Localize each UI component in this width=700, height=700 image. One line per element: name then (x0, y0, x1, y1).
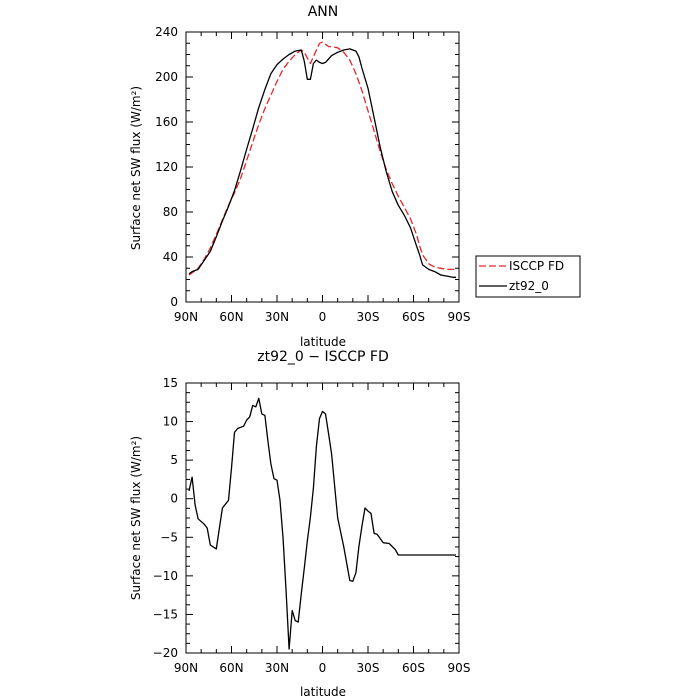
top-y-tick-label: 160 (155, 115, 178, 129)
bottom-chart-title: zt92_0 − ISCCP FD (257, 349, 388, 365)
bottom-panel: zt92_0 − ISCCP FD 90N 60N 30N 0 30S 60S 90S −20… (129, 349, 470, 699)
top-x-tick-label: 0 (319, 310, 327, 324)
top-series-line-zt92-0 (188, 48, 456, 278)
top-chart-title: ANN (308, 4, 339, 20)
legend-label-isccp-fd: ISCCP FD (509, 259, 564, 273)
bottom-y-tick-label: −10 (153, 569, 178, 583)
top-x-tick-label: 60N (219, 310, 243, 324)
bottom-x-tick-label: 60N (219, 661, 243, 675)
legend: ISCCP FD zt92_0 (475, 255, 581, 298)
bottom-x-axis-label: latitude (300, 685, 346, 699)
top-x-axis-label: latitude (300, 335, 346, 349)
legend-box (475, 255, 581, 298)
bottom-x-tick-label: 30N (265, 661, 289, 675)
top-x-tick-label: 60S (402, 310, 425, 324)
bottom-x-tick-label: 90N (174, 661, 198, 675)
bottom-y-tick-label: −20 (153, 646, 178, 660)
top-y-axis-label: Surface net SW flux (W/m²) (129, 86, 143, 250)
bottom-y-tick-label: 15 (163, 376, 178, 390)
bottom-series-line-difference-0 (188, 397, 456, 650)
bottom-y-tick-label: 0 (170, 492, 178, 506)
bottom-x-tick-label: 0 (319, 661, 327, 675)
top-x-tick-label: 90N (174, 310, 198, 324)
bottom-x-tick-label: 90S (448, 661, 471, 675)
bottom-y-tick-label: −15 (153, 607, 178, 621)
top-y-tick-label: 200 (155, 70, 178, 84)
top-panel: ANN 90N 60N 30N 0 30S 60S 90S 0 40 80 120 160 200 240… (129, 4, 581, 349)
top-y-tick-label: 240 (155, 25, 178, 39)
bottom-y-tick-label: −5 (160, 530, 178, 544)
top-x-tick-label: 90S (448, 310, 471, 324)
bottom-x-tick-label: 30S (357, 661, 380, 675)
bottom-y-tick-label: 5 (170, 453, 178, 467)
top-x-tick-label: 30N (265, 310, 289, 324)
bottom-x-tick-label: 60S (402, 661, 425, 675)
top-y-tick-label: 0 (170, 295, 178, 309)
top-y-tick-label: 120 (155, 160, 178, 174)
top-plot-area: 90N 60N 30N 0 30S 60S 90S 0 40 80 120 160 200 240 (155, 25, 470, 324)
top-y-tick-label: 40 (163, 250, 178, 264)
bottom-plot-area: 90N 60N 30N 0 30S 60S 90S −20 −15 −10 −5 0 5 10 15 (153, 376, 471, 675)
bottom-y-axis-label: Surface net SW flux (W/m²) (129, 436, 143, 600)
legend-label-zt92-0: zt92_0 (509, 279, 549, 293)
top-y-tick-label: 80 (163, 205, 178, 219)
bottom-y-tick-label: 10 (163, 415, 178, 429)
top-x-tick-label: 30S (357, 310, 380, 324)
top-series-line-isccp-fd (188, 41, 456, 276)
